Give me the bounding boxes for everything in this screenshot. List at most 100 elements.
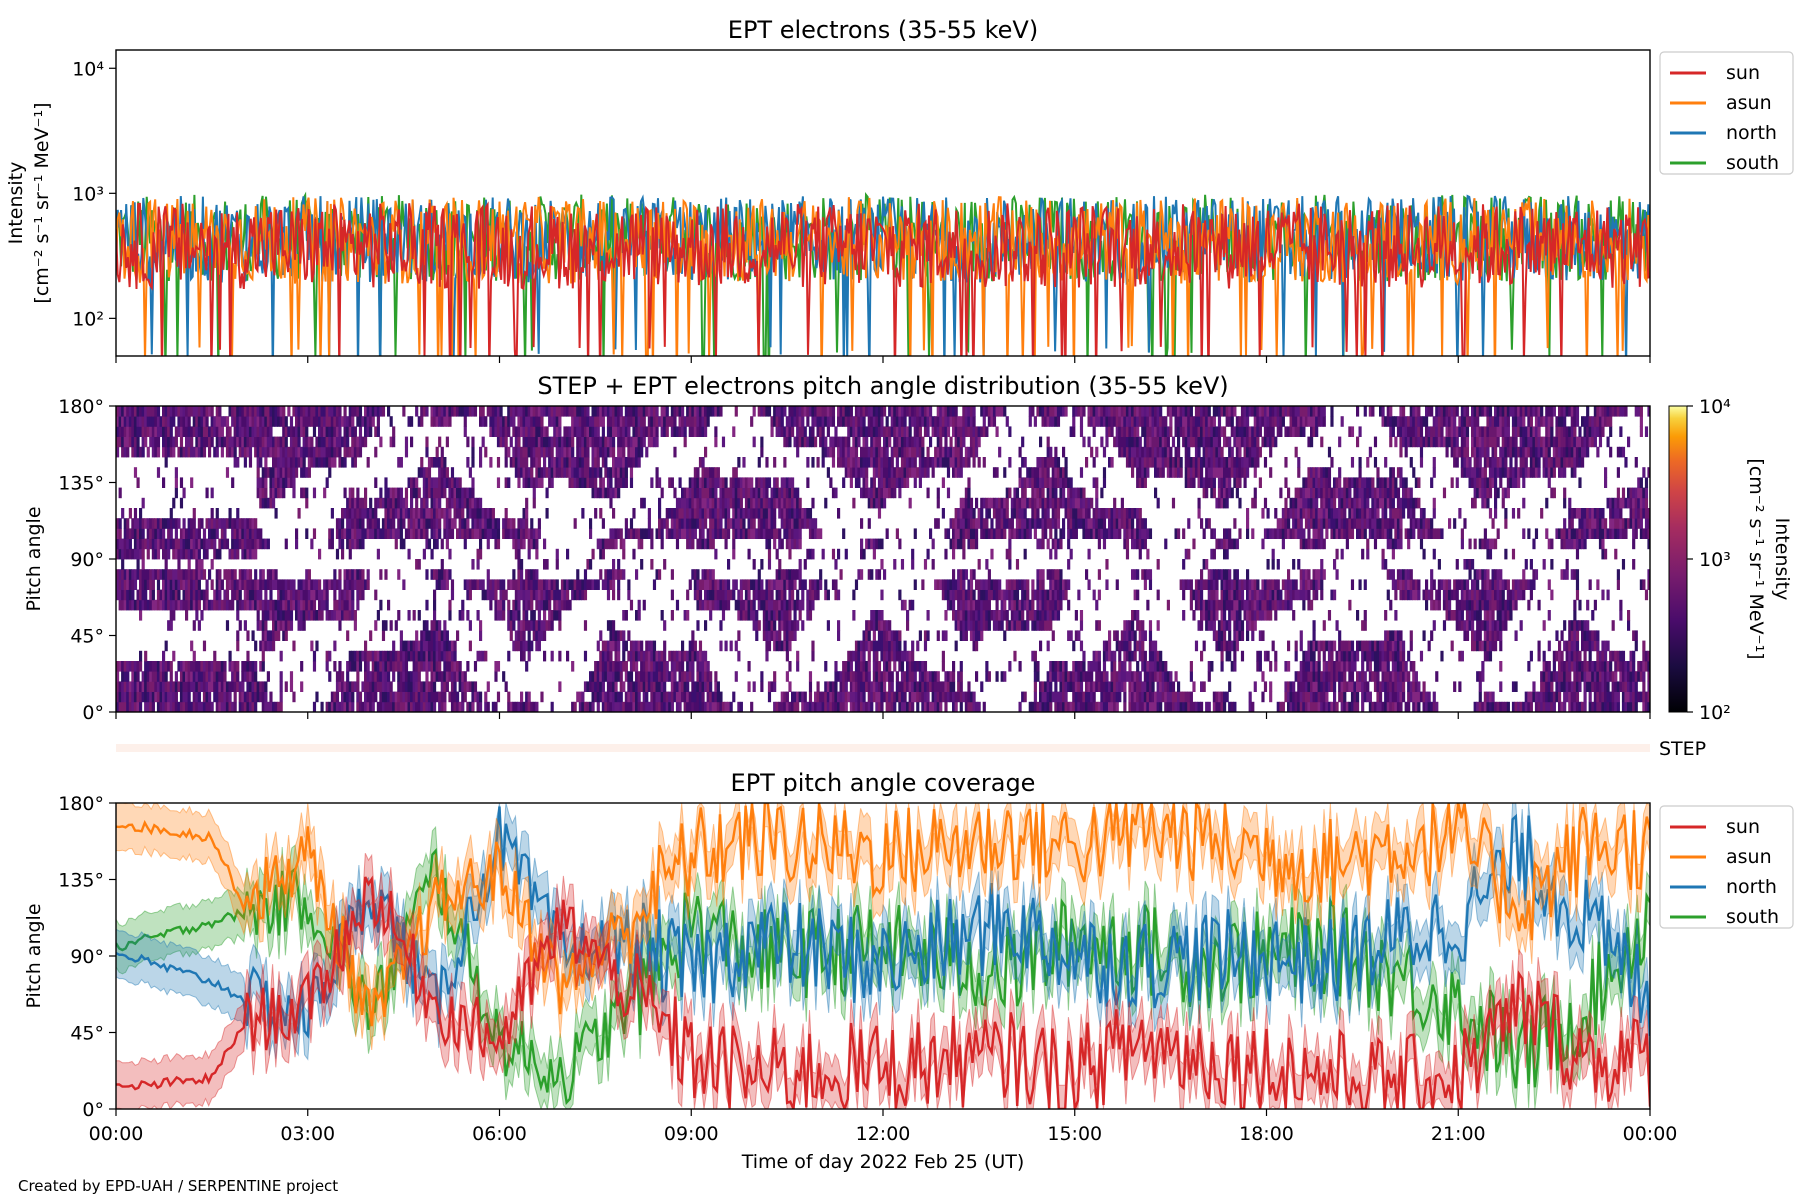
pad-cell: [420, 508, 424, 519]
pad-cell: [837, 630, 841, 641]
pad-cell: [496, 436, 501, 448]
pad-cell: [650, 406, 654, 417]
pad-cell: [346, 630, 350, 641]
pad-cell: [796, 589, 800, 601]
pad-cell: [642, 701, 646, 712]
pad-cell: [517, 640, 521, 652]
pad-cell: [857, 406, 861, 417]
pad-cell: [655, 681, 659, 692]
pad-cell: [364, 416, 368, 427]
pad-cell: [903, 406, 907, 417]
pad-cell: [330, 528, 334, 539]
pad-cell: [642, 681, 646, 692]
pad-cell: [356, 406, 360, 417]
pad-cell: [185, 446, 189, 458]
pad-cell: [535, 599, 539, 611]
pad-cell: [923, 661, 928, 672]
pad-cell: [144, 599, 148, 611]
pad-cell: [860, 569, 864, 580]
pad-cell: [729, 701, 733, 712]
pad-cell: [402, 579, 406, 590]
pad-cell: [573, 426, 577, 437]
pad-cell: [376, 671, 380, 682]
pad-cell: [525, 436, 529, 448]
pad-cell: [231, 548, 235, 560]
pad-cell: [522, 416, 526, 427]
pad-cell: [788, 661, 792, 672]
pad-cell: [880, 640, 884, 652]
pad-cell: [581, 467, 585, 478]
pad-cell: [504, 416, 508, 427]
pad-cell: [471, 518, 475, 529]
pad-cell: [144, 426, 148, 437]
pad-cell: [683, 691, 687, 703]
pad-cell: [696, 426, 700, 437]
pad-cell: [660, 691, 664, 703]
pad-cell: [893, 477, 897, 488]
pad-cell: [773, 610, 777, 621]
pad-cell: [744, 477, 749, 488]
pad-cell: [860, 701, 864, 712]
pad-cell: [698, 691, 703, 703]
pad-cell: [241, 406, 245, 417]
pad-cell: [141, 548, 145, 560]
pad-cell: [870, 610, 874, 621]
pad-cell: [463, 406, 467, 417]
pad-cell: [946, 589, 951, 601]
pad-cell: [461, 691, 465, 703]
pad-cell: [274, 487, 278, 499]
pad-cell: [228, 599, 232, 611]
pad-cell: [785, 508, 789, 519]
pad-cell: [944, 589, 948, 601]
pad-cell: [573, 457, 577, 468]
pad-cell: [926, 610, 930, 621]
pad-cell: [857, 650, 861, 662]
pad-cell: [425, 497, 429, 509]
pad-cell: [944, 426, 948, 437]
pad-cell: [512, 406, 516, 417]
pad-cell: [617, 559, 621, 570]
pad-cell: [256, 681, 260, 692]
pad-cell: [448, 416, 452, 427]
pad-cell: [315, 579, 319, 590]
pad-cell: [780, 691, 784, 703]
pad-cell: [535, 630, 539, 641]
pad-cell: [931, 681, 935, 692]
pad-cell: [318, 610, 322, 621]
pad-cell: [612, 436, 616, 448]
pad-cell: [701, 508, 705, 519]
pad-cell: [566, 446, 570, 458]
pad-cell: [514, 599, 518, 611]
pad-cell: [791, 691, 795, 703]
pad-cell: [443, 467, 447, 478]
pad-cell: [259, 426, 263, 437]
pad-cell: [394, 487, 398, 499]
pad-cell: [693, 467, 697, 478]
pad-cell: [918, 671, 922, 682]
pad-cell: [151, 436, 155, 448]
pad-cell: [323, 416, 327, 427]
pad-cell: [798, 508, 802, 519]
pad-cell: [514, 426, 518, 437]
pad-cell: [860, 538, 864, 550]
pad-cell: [793, 508, 797, 519]
pad-cell: [246, 538, 250, 550]
pad-cell: [875, 671, 879, 682]
pad-cell: [688, 661, 692, 672]
pad-cell: [323, 589, 327, 601]
pad-cell: [929, 406, 933, 417]
pad-cell: [433, 538, 437, 550]
pad-cell: [348, 599, 352, 611]
pad-cell: [448, 599, 452, 611]
pad-cell: [946, 599, 951, 611]
pad-cell: [941, 477, 945, 488]
pad-cell: [471, 701, 475, 712]
pad-cell: [532, 477, 536, 488]
pad-cell: [788, 487, 792, 499]
pad-cell: [594, 681, 598, 692]
pad-cell: [259, 620, 263, 631]
pad-cell: [916, 416, 920, 427]
pad-cell: [903, 467, 907, 478]
pad-cell: [185, 589, 189, 601]
pad-cell: [259, 416, 263, 427]
